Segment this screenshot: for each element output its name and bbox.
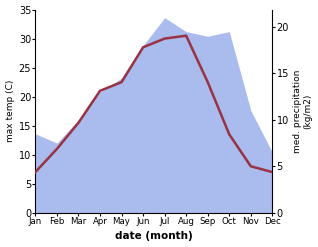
- Y-axis label: med. precipitation
(kg/m2): med. precipitation (kg/m2): [293, 69, 313, 153]
- X-axis label: date (month): date (month): [115, 231, 193, 242]
- Y-axis label: max temp (C): max temp (C): [5, 80, 15, 142]
